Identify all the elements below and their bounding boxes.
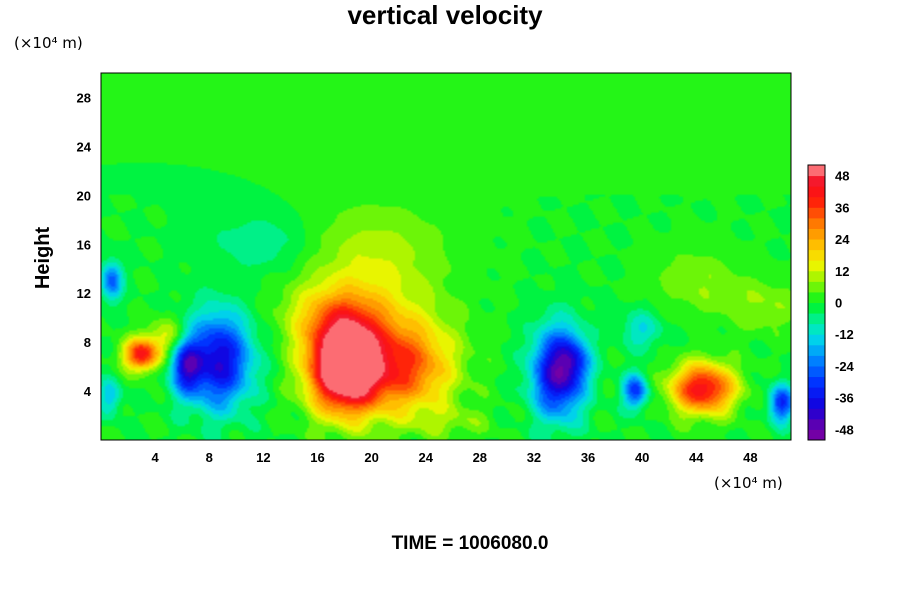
colorbar-frame xyxy=(807,164,826,441)
x-tick-label: 44 xyxy=(689,450,704,465)
colorbar-swatch xyxy=(808,291,825,303)
x-axis-ticks: 4 8 12 16 20 24 28 32 36 40 44 48 xyxy=(152,450,758,465)
time-label: TIME = 1006080.0 xyxy=(392,533,549,554)
x-tick-label: 12 xyxy=(256,450,270,465)
y-tick-label: 4 xyxy=(84,384,92,399)
colorbar-tick-label: 0 xyxy=(835,296,842,311)
colorbar-swatch xyxy=(808,313,825,325)
colorbar-swatch xyxy=(808,239,825,251)
y-tick-label: 16 xyxy=(77,237,91,252)
colorbar-swatch xyxy=(808,270,825,282)
colorbar-swatch xyxy=(808,217,825,229)
colorbar-swatch xyxy=(808,260,825,272)
x-tick-label: 8 xyxy=(206,450,213,465)
x-tick-label: 36 xyxy=(581,450,595,465)
colorbar-swatch xyxy=(808,175,825,187)
x-tick-label: 28 xyxy=(473,450,487,465)
colorbar-swatch xyxy=(808,196,825,208)
y-tick-label: 28 xyxy=(77,90,91,105)
colorbar-swatch xyxy=(808,228,825,240)
colorbar-tick-label: 48 xyxy=(835,169,849,184)
y-tick-label: 12 xyxy=(77,286,91,301)
y-axis-ticks: 4 8 12 16 20 24 28 xyxy=(77,90,92,399)
x-tick-label: 16 xyxy=(310,450,324,465)
x-tick-label: 24 xyxy=(418,450,433,465)
colorbar-tick-label: 24 xyxy=(835,232,850,247)
colorbar-tick-label: -12 xyxy=(835,327,854,342)
colorbar-swatch xyxy=(808,302,825,314)
colorbar-swatch xyxy=(808,344,825,356)
colorbar-swatch xyxy=(808,334,825,346)
colorbar-swatch xyxy=(808,365,825,378)
colorbar-swatch xyxy=(808,397,825,409)
colorbar-tick-label: -48 xyxy=(835,422,854,437)
colorbar-tick-label: -36 xyxy=(835,391,854,406)
colorbar-swatch xyxy=(808,418,825,430)
x-tick-label: 4 xyxy=(152,450,160,465)
colorbar-swatch xyxy=(808,429,825,441)
chart-title: vertical velocity xyxy=(347,0,543,30)
x-units-label: (×10⁴ m) xyxy=(714,474,783,492)
y-tick-label: 20 xyxy=(77,188,91,203)
colorbar-tick-label: -24 xyxy=(835,359,855,374)
x-tick-label: 40 xyxy=(635,450,649,465)
colorbar-swatch xyxy=(808,323,825,335)
x-tick-label: 32 xyxy=(527,450,541,465)
x-tick-label: 48 xyxy=(743,450,757,465)
y-tick-label: 8 xyxy=(84,335,91,350)
x-tick-label: 20 xyxy=(364,450,378,465)
colorbar-swatch xyxy=(808,165,825,177)
colorbar-tick-label: 12 xyxy=(835,264,849,279)
colorbar-swatch xyxy=(808,249,825,261)
colorbar-swatch xyxy=(808,207,825,219)
colorbar-tick-label: 36 xyxy=(835,200,849,215)
heatmap-field xyxy=(101,73,791,440)
colorbar-swatch xyxy=(808,376,825,388)
y-tick-label: 24 xyxy=(77,139,92,154)
colorbar-swatch xyxy=(808,408,825,420)
colorbar: 48 36 24 12 0 -12 -24 -36 -48 xyxy=(807,164,855,441)
colorbar-swatch xyxy=(808,387,825,399)
colorbar-swatch xyxy=(808,355,825,367)
colorbar-swatch xyxy=(808,186,825,198)
colorbar-swatch xyxy=(808,281,825,293)
y-axis-label: Height xyxy=(32,227,54,290)
plot-area xyxy=(100,72,792,441)
y-units-label: (×10⁴ m) xyxy=(14,34,83,52)
plot-frame xyxy=(100,72,792,441)
